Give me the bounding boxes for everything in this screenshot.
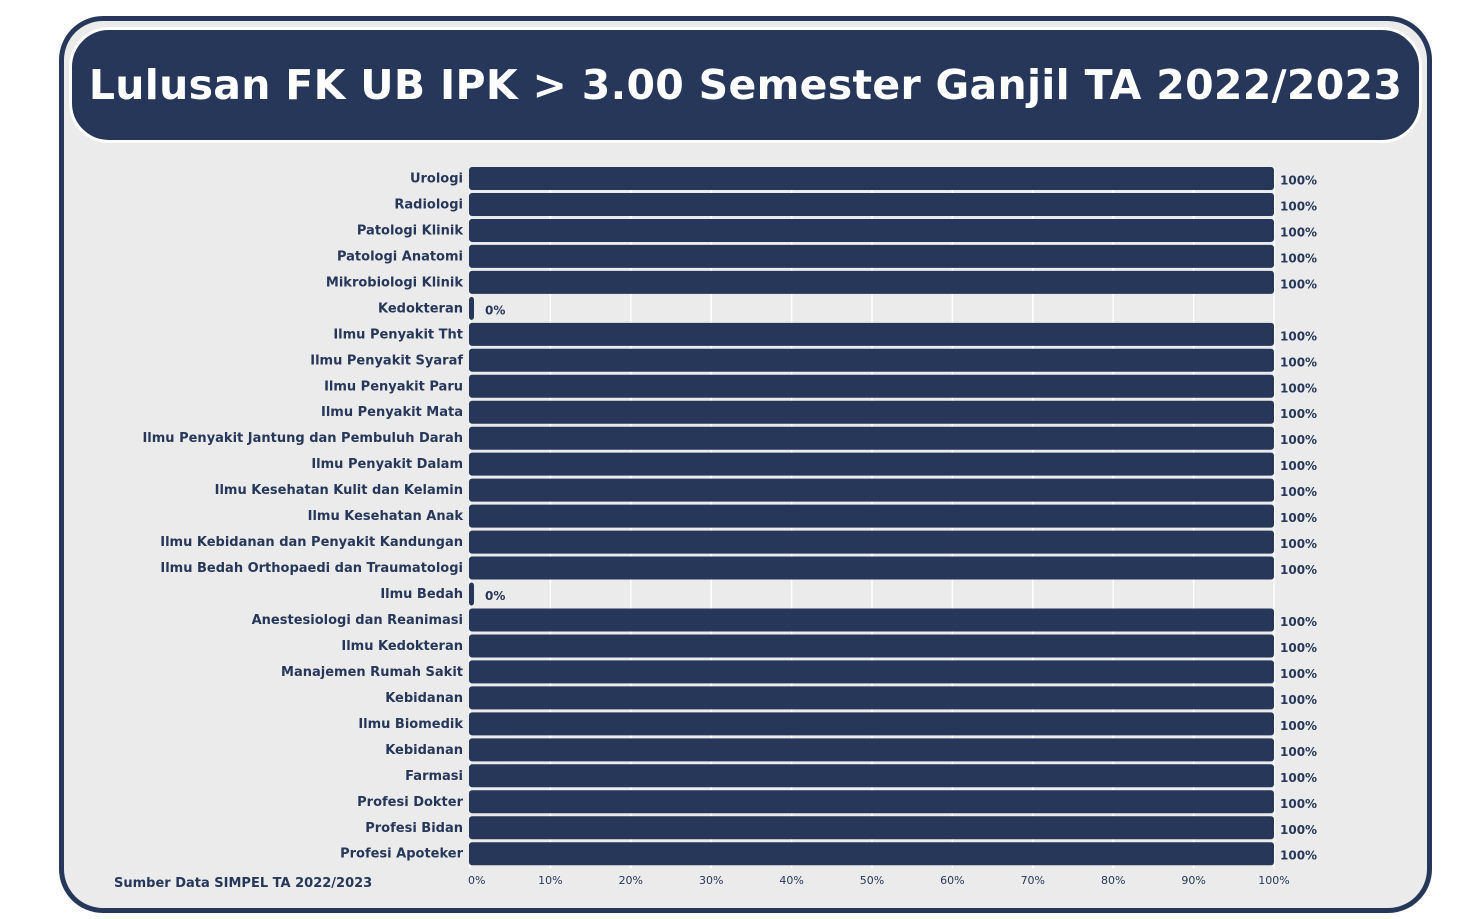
x-tick-label: 70% <box>1021 874 1045 887</box>
value-label: 100% <box>1280 797 1317 811</box>
value-label: 100% <box>1280 667 1317 681</box>
value-label: 100% <box>1280 823 1317 837</box>
x-tick-label: 40% <box>779 874 803 887</box>
value-label: 100% <box>1280 381 1317 395</box>
category-label: Farmasi <box>405 769 463 784</box>
value-label: 100% <box>1280 329 1317 343</box>
bar <box>469 634 1274 658</box>
bar <box>469 686 1274 710</box>
category-label: Ilmu Kesehatan Kulit dan Kelamin <box>215 483 463 498</box>
category-label: Kebidanan <box>385 691 463 706</box>
value-label: 100% <box>1280 251 1317 265</box>
x-tick-label: 0% <box>468 874 485 887</box>
category-label: Anestesiologi dan Reanimasi <box>252 613 463 628</box>
bar <box>469 530 1274 554</box>
category-label: Ilmu Kedokteran <box>341 639 463 654</box>
value-label: 100% <box>1280 745 1317 759</box>
bar <box>469 452 1274 476</box>
value-label: 100% <box>1280 174 1317 188</box>
value-label: 100% <box>1280 199 1317 213</box>
bar <box>469 192 1274 216</box>
value-label: 100% <box>1280 537 1317 551</box>
x-tick-label: 80% <box>1101 874 1125 887</box>
value-label: 0% <box>485 589 505 603</box>
category-label: Ilmu Penyakit Tht <box>333 327 463 342</box>
bar <box>469 374 1274 398</box>
category-label: Patologi Klinik <box>357 223 463 238</box>
category-label: Manajemen Rumah Sakit <box>281 665 463 680</box>
x-tick-label: 20% <box>619 874 643 887</box>
bar <box>469 478 1274 502</box>
bar <box>469 218 1274 242</box>
bar <box>469 738 1274 762</box>
category-label: Kedokteran <box>378 301 463 316</box>
category-label: Ilmu Penyakit Paru <box>324 379 463 394</box>
x-tick-label: 10% <box>538 874 562 887</box>
value-label: 100% <box>1280 485 1317 499</box>
category-label: Ilmu Bedah Orthopaedi dan Traumatologi <box>160 561 463 576</box>
category-label: Profesi Bidan <box>365 821 463 836</box>
bar <box>469 816 1274 840</box>
value-label: 100% <box>1280 433 1317 447</box>
category-label: Ilmu Penyakit Syaraf <box>310 353 463 368</box>
bar <box>469 764 1274 788</box>
bar <box>469 608 1274 632</box>
value-label: 100% <box>1280 511 1317 525</box>
value-label: 100% <box>1280 771 1317 785</box>
bar <box>469 296 474 320</box>
bar <box>469 556 1274 580</box>
value-label: 100% <box>1280 719 1317 733</box>
bar <box>469 842 1274 866</box>
bar <box>469 167 1274 190</box>
bar <box>469 348 1274 372</box>
value-label: 100% <box>1280 355 1317 369</box>
x-tick-label: 30% <box>699 874 723 887</box>
value-label: 100% <box>1280 563 1317 577</box>
category-label: Radiologi <box>394 197 463 212</box>
category-label: Ilmu Kebidanan dan Penyakit Kandungan <box>160 535 463 550</box>
value-label: 100% <box>1280 615 1317 629</box>
bar <box>469 270 1274 294</box>
bar <box>469 790 1274 814</box>
category-label: Ilmu Bedah <box>380 587 463 602</box>
category-label: Profesi Apoteker <box>340 847 464 862</box>
category-label: Patologi Anatomi <box>337 249 463 264</box>
category-label: Ilmu Biomedik <box>358 717 463 732</box>
value-label: 0% <box>485 303 505 317</box>
bar <box>469 426 1274 450</box>
x-tick-label: 90% <box>1181 874 1205 887</box>
bar <box>469 322 1274 346</box>
bar <box>469 660 1274 684</box>
bar <box>469 712 1274 736</box>
title-banner: Lulusan FK UB IPK > 3.00 Semester Ganjil… <box>69 27 1422 143</box>
category-label: Ilmu Penyakit Jantung dan Pembuluh Darah <box>142 431 463 446</box>
bar <box>469 504 1274 528</box>
bar <box>469 244 1274 268</box>
value-label: 100% <box>1280 277 1317 291</box>
bar <box>469 400 1274 424</box>
category-label: Ilmu Penyakit Mata <box>321 405 463 420</box>
category-label: Urologi <box>410 172 463 187</box>
category-label: Mikrobiologi Klinik <box>326 275 463 290</box>
value-label: 100% <box>1280 693 1317 707</box>
value-label: 100% <box>1280 225 1317 239</box>
value-label: 100% <box>1280 459 1317 473</box>
category-label: Ilmu Penyakit Dalam <box>311 457 463 472</box>
value-label: 100% <box>1280 849 1317 863</box>
x-tick-label: 50% <box>860 874 884 887</box>
category-label: Ilmu Kesehatan Anak <box>308 509 464 524</box>
x-tick-label: 100% <box>1258 874 1289 887</box>
source-note: Sumber Data SIMPEL TA 2022/2023 <box>114 876 373 891</box>
bar <box>469 582 474 606</box>
chart-title: Lulusan FK UB IPK > 3.00 Semester Ganjil… <box>88 61 1403 109</box>
value-label: 100% <box>1280 407 1317 421</box>
x-tick-label: 60% <box>940 874 964 887</box>
category-label: Kebidanan <box>385 743 463 758</box>
category-label: Profesi Dokter <box>357 795 463 810</box>
value-label: 100% <box>1280 641 1317 655</box>
